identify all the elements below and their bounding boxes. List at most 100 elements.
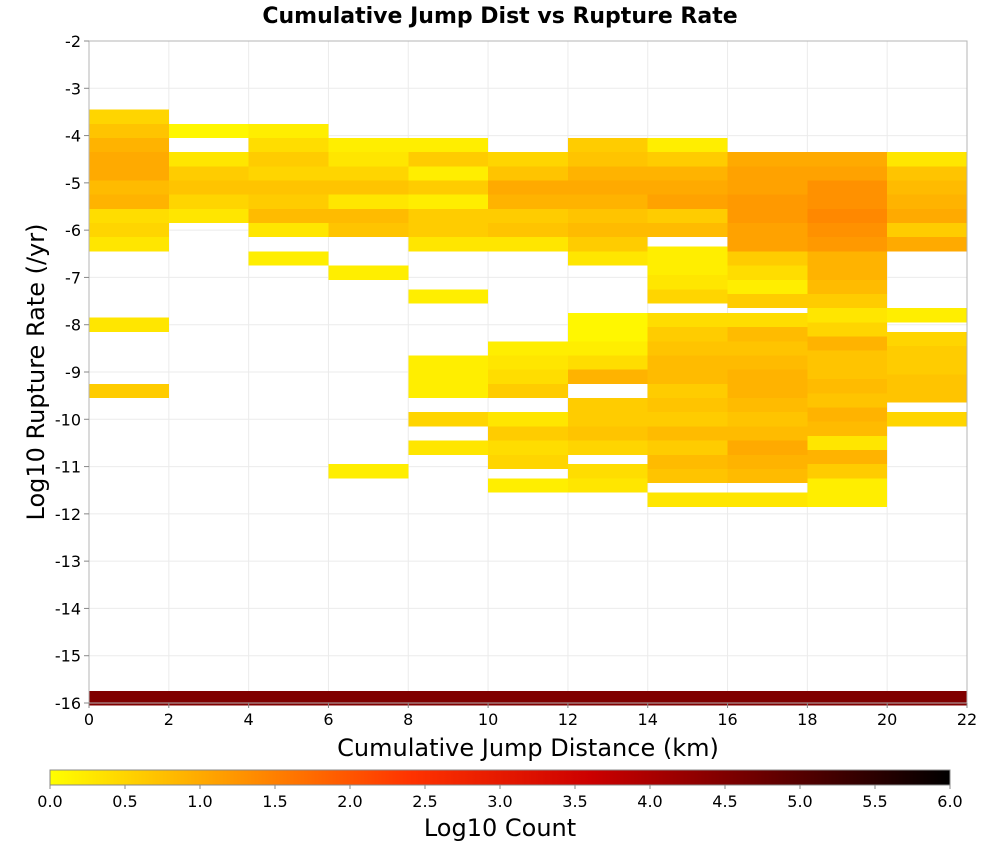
- heatmap-cell-6-2: [567, 166, 648, 181]
- colorbar-label: Log10 Count: [424, 814, 576, 842]
- heatmap-cell-5-9: [488, 369, 568, 384]
- heatmap-cell-4-8: [408, 289, 489, 304]
- colorbar-ticks: 0.0 0.5 1.0 1.5 2.0 2.5 3.0 3.5 4.0 4.5 5.0 5.5 6.0: [37, 785, 963, 811]
- heatmap-cell-8-14: [727, 355, 808, 370]
- colorbar-tick-label-11: 5.5: [862, 792, 887, 811]
- heatmap-cell-7-8: [647, 260, 728, 276]
- heatmap-cell-3-7: [328, 265, 409, 280]
- heatmap-cell-8-8: [727, 265, 808, 280]
- heatmap-cell-6-6: [567, 223, 648, 238]
- heatmap-cell-0-8: [89, 223, 169, 238]
- heatmap-cell-4-7: [408, 237, 489, 252]
- colorbar-tick-label-4: 2.0: [337, 792, 362, 811]
- colorbar-tick-label-7: 3.5: [562, 792, 587, 811]
- heatmap-cell-8-13: [727, 341, 808, 356]
- heatmap-cell-5-7: [488, 341, 568, 356]
- heatmap-cell-0-3: [89, 152, 169, 167]
- heatmap-cell-6-18: [567, 464, 648, 479]
- heatmap-cell-6-0: [567, 137, 648, 153]
- heatmap-cell-7-13: [647, 341, 728, 356]
- heatmap-cell-9-4: [807, 208, 888, 224]
- x-tick-label-2: 4: [244, 710, 254, 729]
- heatmap-cell-7-14: [647, 355, 728, 370]
- heatmap-cell-0-7: [89, 208, 169, 224]
- y-tick-label-11: -13: [55, 552, 81, 571]
- heatmap-cell-10-1: [887, 166, 967, 181]
- heatmap-cell-10-5: [887, 223, 967, 238]
- heatmap-cell-10-10: [887, 360, 967, 375]
- heatmap-cell-3-0: [328, 137, 409, 153]
- heatmap-cell-7-19: [647, 426, 728, 441]
- heatmap-cell-9-20: [807, 435, 888, 451]
- heatmap-cell-8-4: [727, 208, 808, 224]
- heatmap-cell-7-4: [647, 194, 728, 209]
- heatmap-cell-9-21: [807, 450, 888, 465]
- heatmap-cell-1-3: [168, 180, 249, 195]
- heatmap-cell-2-8: [248, 251, 329, 266]
- heatmap-cell-6-10: [567, 327, 648, 342]
- heatmap-cell-7-5: [647, 208, 728, 224]
- heatmap-cell-4-1: [408, 152, 489, 167]
- x-tick-label-6: 12: [558, 710, 578, 729]
- heatmap-cell-5-4: [488, 208, 568, 224]
- heatmap-cell-0-6: [89, 194, 169, 209]
- heatmap-cell-4-0: [408, 137, 489, 153]
- heatmap-cell-10-3: [887, 194, 967, 209]
- heatmap-cell-5-15: [488, 478, 568, 493]
- heatmap-cell-8-21: [727, 454, 808, 469]
- heatmap-cell-4-9: [408, 355, 489, 370]
- heatmap-cell-9-10: [807, 293, 888, 309]
- heatmap-cell-7-15: [647, 369, 728, 384]
- heatmap-cell-7-2: [647, 166, 728, 181]
- colorbar-tick-label-3: 1.5: [262, 792, 287, 811]
- heatmap-cell-8-1: [727, 166, 808, 181]
- heatmap-cell-4-13: [408, 440, 489, 455]
- heatmap-cell-5-10: [488, 383, 568, 399]
- colorbar-tick-label-9: 4.5: [712, 792, 737, 811]
- y-axis-label: Log10 Rupture Rate (/yr): [22, 224, 50, 521]
- heatmap-cell-9-22: [807, 464, 888, 479]
- heatmap-cell-8-7: [727, 251, 808, 266]
- heatmap-cell-6-16: [567, 426, 648, 441]
- heatmap-cell-9-11: [807, 308, 888, 323]
- heatmap-cell-5-3: [488, 194, 568, 209]
- heatmap-cell-3-3: [328, 180, 409, 195]
- heatmap-cell-10-2: [887, 180, 967, 195]
- colorbar-tick-label-8: 4.0: [637, 792, 662, 811]
- x-tick-label-8: 16: [717, 710, 737, 729]
- colorbar-tick-label-10: 5.0: [787, 792, 812, 811]
- heatmap-cell-7-3: [647, 180, 728, 195]
- y-tick-label-2: -4: [65, 127, 81, 146]
- colorbar-tick-label-2: 1.0: [187, 792, 212, 811]
- heatmap-cell-8-22: [727, 468, 808, 484]
- heatmap-cell-5-12: [488, 426, 568, 441]
- heatmap-cells: [89, 109, 967, 706]
- heatmap-cell-5-8: [488, 355, 568, 370]
- heatmap-cell-7-10: [647, 289, 728, 304]
- heatmap-cell-5-5: [488, 223, 568, 238]
- heatmap-cell-3-2: [328, 166, 409, 181]
- heatmap-cell-10-12: [887, 388, 967, 403]
- heatmap-cell-7-16: [647, 383, 728, 399]
- heatmap-cell-9-5: [807, 223, 888, 238]
- x-tick-label-4: 8: [403, 710, 413, 729]
- heatmap-cell-3-4: [328, 194, 409, 209]
- heatmap-cell-10-9: [887, 345, 967, 361]
- colorbar-tick-label-0: 0.0: [37, 792, 62, 811]
- heatmap-cell-2-1: [248, 137, 329, 153]
- heatmap-cell-6-15: [567, 412, 648, 427]
- heatmap-cell-6-9: [567, 312, 648, 328]
- x-axis-label: Cumulative Jump Distance (km): [337, 734, 719, 762]
- heatmap-cell-8-11: [727, 312, 808, 328]
- heatmap-cell-6-1: [567, 152, 648, 167]
- heatmap-cell-6-3: [567, 180, 648, 195]
- heatmap-cell-1-2: [168, 166, 249, 181]
- heatmap-cell-7-1: [647, 152, 728, 167]
- heatmap-cell-4-12: [408, 412, 489, 427]
- heatmap-cell-5-13: [488, 440, 568, 455]
- x-tick-label-0: 0: [84, 710, 94, 729]
- heatmap-cell-9-0: [807, 152, 888, 167]
- heatmap-cell-7-22: [647, 468, 728, 484]
- heatmap-cell-0-1: [89, 123, 169, 138]
- heatmap-cell-0-5: [89, 180, 169, 195]
